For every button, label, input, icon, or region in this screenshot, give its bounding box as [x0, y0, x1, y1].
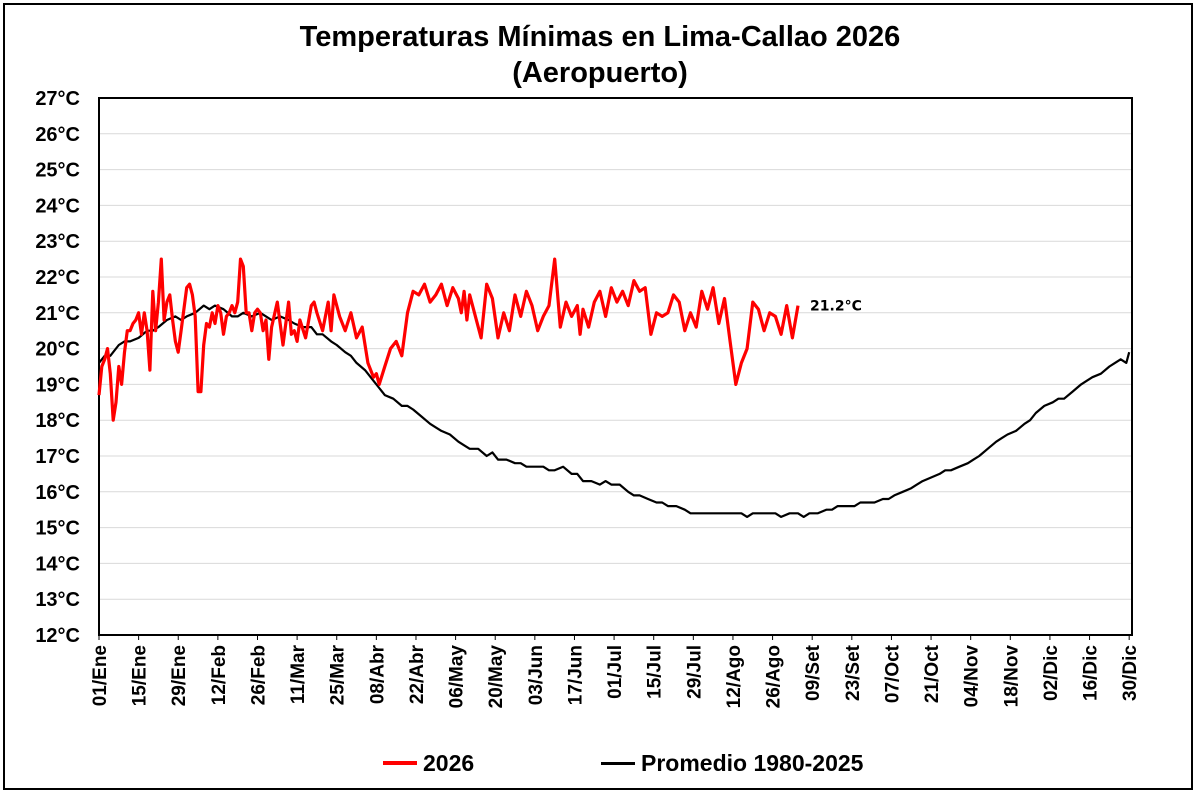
series-lines [97, 257, 1131, 519]
y-tick-label: 19°C [35, 374, 80, 396]
x-tick-label: 29/Ene [169, 645, 190, 706]
y-tick-label: 27°C [35, 88, 80, 110]
x-tick-label: 01/Jul [605, 645, 626, 699]
y-tick-label: 12°C [35, 625, 80, 647]
y-tick-label: 18°C [35, 410, 80, 432]
legend-swatch-2026 [383, 761, 417, 765]
x-tick-label: 26/Ago [764, 645, 785, 708]
x-tick-label: 17/Jun [565, 645, 586, 705]
x-tick-label: 01/Ene [90, 645, 111, 706]
x-tick-label: 09/Set [803, 644, 824, 701]
chart-title: Temperaturas Mínimas en Lima-Callao 2026 [299, 21, 901, 53]
y-tick-label: 15°C [35, 518, 80, 540]
gridlines [99, 133, 1132, 600]
x-tick-label: 20/May [486, 645, 507, 709]
last-value-label: 21.2°C [810, 299, 862, 315]
y-tick-label: 25°C [35, 160, 80, 182]
y-tick-label: 26°C [35, 124, 80, 146]
x-tick-label: 02/Dic [1041, 645, 1062, 701]
legend-item-promedio: Promedio 1980-2025 [601, 748, 863, 778]
x-tick-label: 08/Abr [367, 644, 388, 704]
y-tick-label: 20°C [35, 339, 80, 361]
x-tick-label: 07/Oct [882, 644, 903, 703]
x-tick-label: 22/Abr [407, 644, 428, 704]
x-tick-label: 21/Oct [922, 644, 943, 703]
x-tick-label: 06/May [447, 645, 468, 709]
x-tick-label: 16/Dic [1081, 645, 1102, 701]
x-tick-label: 29/Jul [684, 645, 705, 699]
y-tick-label: 23°C [35, 231, 80, 253]
x-tick-label: 30/Dic [1120, 645, 1141, 701]
y-tick-label: 14°C [35, 553, 80, 575]
legend-label-promedio: Promedio 1980-2025 [641, 749, 864, 776]
x-tick-label: 12/Feb [209, 645, 230, 705]
x-tick-label: 03/Jun [526, 645, 547, 705]
x-tick-label: 04/Nov [962, 645, 983, 708]
x-tick-label: 11/Mar [288, 644, 309, 704]
y-tick-label: 16°C [35, 482, 80, 504]
legend-swatch-promedio [601, 761, 635, 765]
x-tick-label: 15/Ene [130, 645, 151, 706]
y-tick-label: 24°C [35, 195, 80, 217]
legend-item-2026: 2026 [383, 748, 474, 778]
series-line-promedio [98, 304, 1131, 519]
series-line-2026 [97, 257, 800, 422]
y-axis-ticks: 12°C 13°C 14°C 15°C 16°C 17°C 18°C 19°C 20°C 21°C… [35, 88, 80, 647]
x-tick-label: 25/Mar [328, 644, 349, 705]
x-tick-label: 12/Ago [724, 645, 745, 708]
y-tick-label: 22°C [35, 267, 80, 289]
chart-subtitle: (Aeropuerto) [512, 57, 688, 89]
plot-area [98, 97, 1133, 636]
x-axis-ticks: 01/Ene 15/Ene 29/Ene 12/Feb 26/Feb 11/Mar 25/M… [90, 635, 1141, 708]
x-tick-label: 23/Set [843, 644, 864, 701]
legend-label-2026: 2026 [423, 749, 475, 776]
y-tick-label: 17°C [35, 446, 80, 468]
y-tick-label: 21°C [35, 303, 80, 325]
y-tick-label: 13°C [35, 589, 80, 611]
x-tick-label: 18/Nov [1001, 645, 1022, 708]
x-tick-label: 26/Feb [248, 645, 269, 705]
x-tick-label: 15/Jul [645, 645, 666, 699]
